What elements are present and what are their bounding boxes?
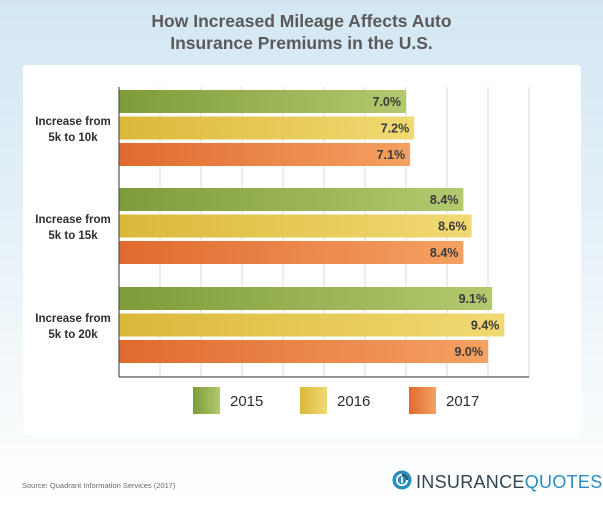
- category-label: Increase from: [35, 214, 110, 226]
- brand-word-2: QUOTES: [524, 472, 603, 492]
- category-label: Increase from: [35, 313, 110, 325]
- legend-swatch-2016: [300, 387, 327, 414]
- data-label: 9.4%: [471, 319, 500, 333]
- bar-2015-3: [119, 287, 493, 310]
- bar-2017-2: [119, 241, 464, 264]
- bar-chart: 7.0% 7.2% 7.1% 8.4% 8.6% 8.4% 9.1% 9.4% 9.0% Inc…: [35, 87, 530, 414]
- legend-swatch-2015: [193, 387, 220, 414]
- category-label: Increase from: [35, 116, 110, 128]
- bar-2015-1: [119, 90, 406, 113]
- brand-word-1: INSURANCE: [416, 472, 525, 492]
- bar-2016-2: [119, 214, 472, 238]
- chart-title-line-2: Insurance Premiums in the U.S.: [170, 33, 433, 53]
- data-label: 8.4%: [430, 193, 459, 207]
- bar-2017-1: [119, 143, 411, 166]
- bar-2016-3: [119, 313, 505, 337]
- category-label: 5k to 15k: [48, 230, 98, 242]
- category-label: 5k to 10k: [48, 132, 98, 144]
- insurancequotes-logo-icon: [392, 470, 412, 490]
- data-label: 7.2%: [381, 122, 410, 136]
- legend-label-2016: 2016: [337, 393, 370, 410]
- bar-2015-2: [119, 188, 464, 211]
- chart-title-line-1: How Increased Mileage Affects Auto: [151, 11, 452, 31]
- legend-label-2015: 2015: [230, 393, 263, 410]
- legend-label-2017: 2017: [446, 393, 479, 410]
- category-labels: Increase from 5k to 10k Increase from 5k to…: [35, 116, 110, 341]
- bars: 7.0% 7.2% 7.1% 8.4% 8.6% 8.4% 9.1% 9.4% 9.0%: [119, 90, 505, 363]
- bar-2016-1: [119, 116, 415, 140]
- legend-swatch-2017: [409, 387, 436, 414]
- legend: 2015 2016 2017: [193, 387, 479, 414]
- brand-wordmark: INSURANCEQUOTES: [416, 471, 603, 493]
- data-label: 7.0%: [373, 95, 402, 109]
- data-label: 8.4%: [430, 246, 459, 260]
- data-label: 9.1%: [459, 292, 488, 306]
- category-label: 5k to 20k: [48, 329, 98, 341]
- axes: [118, 87, 529, 378]
- bar-2017-3: [119, 340, 488, 363]
- data-label: 8.6%: [438, 220, 467, 234]
- data-label: 7.1%: [377, 148, 406, 162]
- source-note: Source: Quadrant Information Services (2…: [22, 481, 176, 490]
- chart-title: How Increased Mileage Affects Auto Insur…: [0, 10, 603, 54]
- chart-panel: 7.0% 7.2% 7.1% 8.4% 8.6% 8.4% 9.1% 9.4% 9.0% Inc…: [23, 65, 581, 435]
- data-label: 9.0%: [455, 345, 484, 359]
